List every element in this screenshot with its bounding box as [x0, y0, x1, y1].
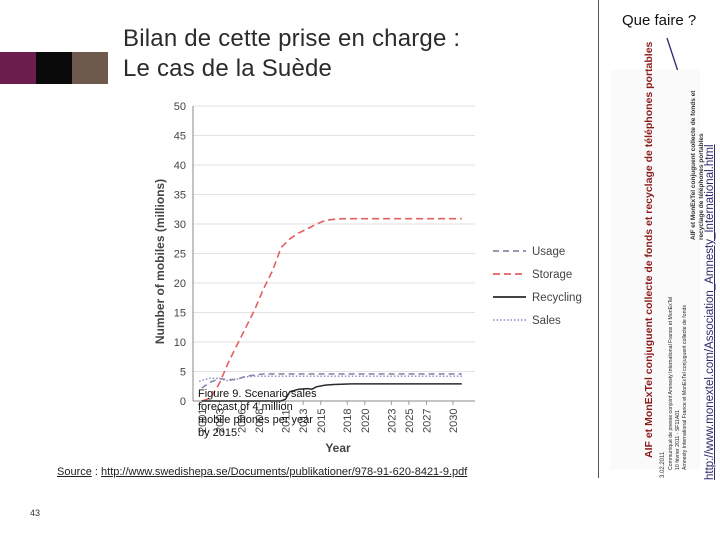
y-tick-label: 10 — [174, 337, 186, 349]
x-tick-label: 2013 — [298, 409, 310, 433]
legend-label-sales: Sales — [532, 315, 561, 327]
press-release-line-3: Amnesty International France et MonExTel… — [682, 305, 688, 470]
side-title: Que faire ? — [622, 12, 697, 29]
scenario-chart: Number of mobiles (millions) Year 0 5 10 15 2… — [153, 101, 582, 455]
side-link[interactable]: http://www.monextel.com/Association_Amne… — [704, 144, 716, 480]
series-line-storage — [201, 217, 462, 402]
chart-grid — [193, 105, 475, 402]
press-release-heading: AIF et MonExTel conjuguent collecte de f… — [643, 41, 655, 458]
x-tick-label: 2006 — [236, 409, 248, 433]
x-tick-label: 2025 — [404, 409, 416, 433]
caption-line-2: forecast of 4 million — [198, 401, 293, 413]
y-axis-label: Number of mobiles (millions) — [153, 179, 167, 344]
x-tick-label: 2030 — [448, 409, 460, 433]
page-number: 43 — [30, 508, 41, 518]
title-line-1: Bilan de cette prise en charge : — [123, 25, 461, 52]
legend-label-usage: Usage — [532, 246, 565, 258]
series-line-usage — [201, 373, 462, 389]
press-release-line-1: Communiqué de presse conjoint Amnesty In… — [668, 296, 674, 470]
caption-line-3: mobile phones per year — [198, 414, 313, 426]
series-line-sales — [198, 375, 462, 383]
y-tick-label: 40 — [174, 160, 186, 172]
accent-square-purple — [0, 52, 36, 84]
press-release-subheading-1: AIF et MonExTel conjuguent collecte de f… — [690, 90, 697, 240]
source-separator: : — [91, 466, 102, 478]
x-tick-label: 2011 — [281, 409, 293, 433]
source-line: Source : http://www.swedishepa.se/Docume… — [57, 466, 467, 478]
source-label: Source — [57, 466, 92, 478]
legend-label-storage: Storage — [532, 269, 572, 281]
x-tick-label: 2001 — [197, 409, 209, 433]
vertical-divider — [598, 0, 599, 478]
press-release-date: 3.02.2011 — [660, 451, 666, 478]
figure-caption: Figure 9. Scenario sales forecast of 4 mi… — [198, 388, 317, 440]
accent-square-brown — [72, 52, 108, 84]
y-tick-label: 45 — [174, 131, 186, 143]
y-tick-label: 30 — [174, 219, 186, 231]
x-tick-label: 2023 — [386, 409, 398, 433]
press-release-thumbnail — [610, 70, 700, 470]
x-tick-label: 2015 — [316, 409, 328, 433]
y-tick-label: 25 — [174, 249, 186, 261]
caption-line-4: by 2015. — [198, 427, 241, 439]
y-tick-label: 15 — [174, 308, 186, 320]
y-tick-label: 5 — [180, 367, 186, 379]
x-tick-label: 2008 — [254, 409, 266, 433]
chart-legend: Usage Storage Recycling Sales — [493, 246, 582, 327]
y-tick-label: 50 — [174, 101, 186, 113]
legend-label-recycling: Recycling — [532, 292, 582, 304]
x-tick-label: 2003 — [214, 409, 226, 433]
x-tick-label: 2020 — [360, 409, 372, 433]
press-release-line-2: 10 février 2011 - SF11A01 — [675, 409, 681, 470]
caption-line-1: Figure 9. Scenario sales — [198, 388, 317, 400]
chart-series — [198, 217, 462, 402]
x-tick-label: 2027 — [422, 409, 434, 433]
x-tick-label: 2018 — [342, 409, 354, 433]
y-tick-label: 20 — [174, 278, 186, 290]
y-tick-label: 35 — [174, 190, 186, 202]
source-link[interactable]: http://www.swedishepa.se/Documents/publi… — [101, 466, 468, 478]
series-line-recycling — [201, 383, 462, 402]
title-line-2: Le cas de la Suède — [123, 55, 333, 82]
accent-square-black — [36, 52, 72, 84]
y-tick-label: 0 — [180, 396, 186, 408]
slide-title: Bilan de cette prise en charge : Le cas … — [123, 24, 460, 84]
x-axis-label: Year — [325, 441, 351, 455]
